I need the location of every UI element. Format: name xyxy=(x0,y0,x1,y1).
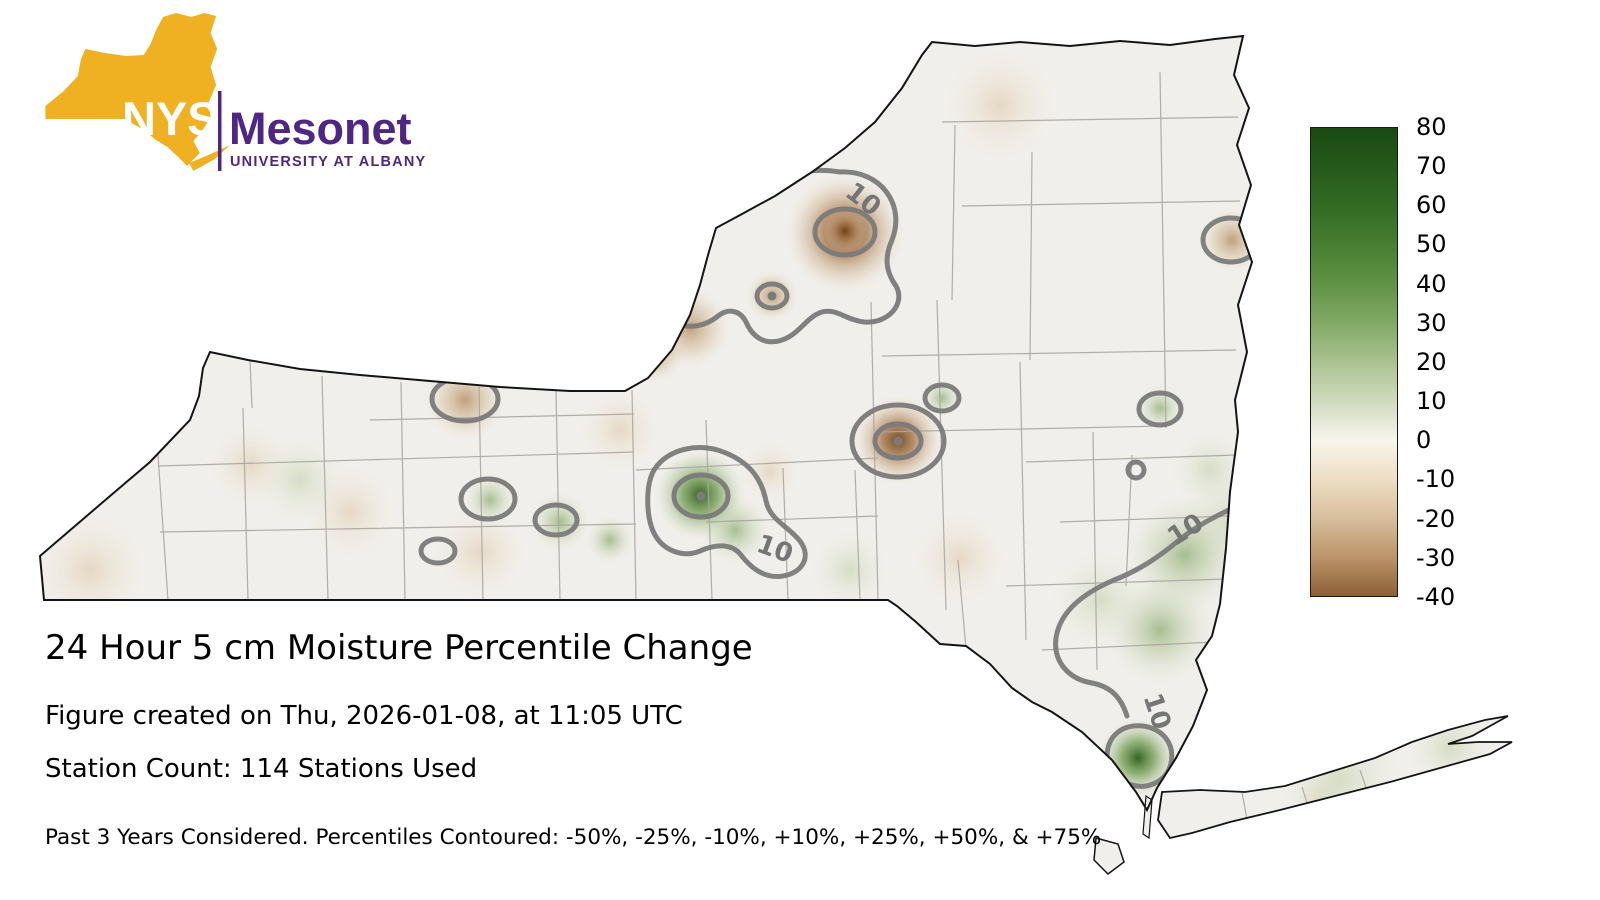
logo-nys-text: NYS xyxy=(122,92,219,145)
nys-mesonet-logo: NYS Mesonet UNIVERSITY AT ALBANY xyxy=(45,13,426,171)
colorbar-tick: 60 xyxy=(1416,191,1447,220)
colorbar-tick: -10 xyxy=(1416,465,1456,494)
logo-university-text: UNIVERSITY AT ALBANY xyxy=(230,154,426,170)
county-borders xyxy=(157,71,1368,821)
colorbar-tick: 40 xyxy=(1416,269,1447,298)
logo-divider xyxy=(218,91,222,171)
colorbar-tick: -30 xyxy=(1416,543,1456,572)
logo-wordmark: Mesonet xyxy=(229,103,412,154)
colorbar-tick-labels: 80 70 60 50 40 30 20 10 0 -10 -20 -30 -4… xyxy=(1416,113,1496,611)
colorbar-tick: 20 xyxy=(1416,347,1447,376)
colorbar-tick: 30 xyxy=(1416,308,1447,337)
colorbar-tick: 50 xyxy=(1416,230,1447,259)
colorbar-gradient xyxy=(1310,127,1398,597)
station-count-line: Station Count: 114 Stations Used xyxy=(45,754,478,784)
colorbar-tick: 10 xyxy=(1416,387,1447,416)
colorbar-tick: 0 xyxy=(1416,426,1432,455)
colorbar-tick: -20 xyxy=(1416,504,1456,533)
created-timestamp-line: Figure created on Thu, 2026-01-08, at 11… xyxy=(45,701,683,731)
state-outline xyxy=(38,34,1513,875)
colorbar-tick: -40 xyxy=(1416,582,1456,611)
colorbar-tick: 80 xyxy=(1416,113,1447,141)
colorbar-tick: 70 xyxy=(1416,152,1447,181)
contour-center-dots xyxy=(696,291,903,501)
figure-title: 24 Hour 5 cm Moisture Percentile Change xyxy=(45,628,753,668)
footnote-line: Past 3 Years Considered. Percentiles Con… xyxy=(45,825,1102,850)
